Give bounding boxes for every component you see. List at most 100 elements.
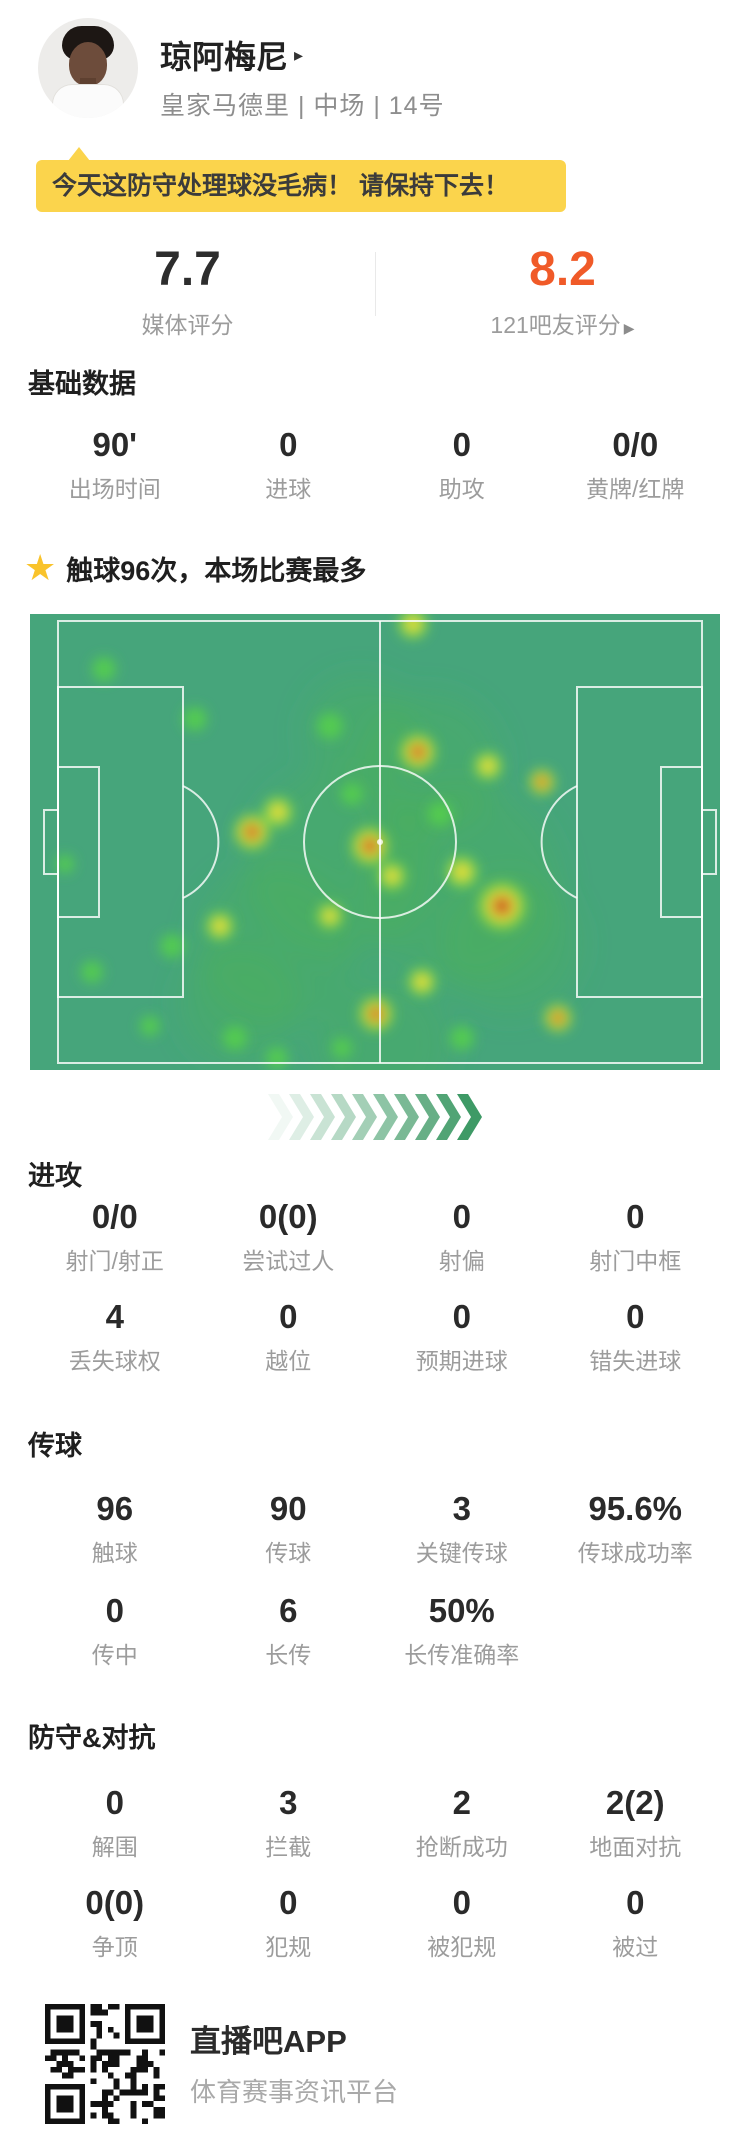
stat-label: 关键传球 [415,1540,508,1566]
stat-cell: 2(2) 地面对抗 [549,1782,723,1862]
stat-value: 6 [279,1592,298,1629]
stat-label: 助攻 [438,476,485,502]
stat-value: 2 [452,1784,471,1821]
fans-rating[interactable]: 8.2 121吧友评分 ▶ [375,242,750,340]
stat-label: 争顶 [91,1934,138,1960]
stat-value: 0 [105,1784,124,1821]
stat-label: 传球成功率 [577,1540,693,1566]
stat-label: 长传准确率 [404,1642,520,1668]
stat-value: 3 [279,1784,298,1821]
chevron-right-icon [415,1094,440,1140]
stat-cell: 0 犯规 [202,1882,376,1962]
stat-label: 地面对抗 [589,1834,682,1860]
chevron-right-icon [373,1094,398,1140]
stat-value: 0 [279,1884,298,1921]
stat-cell: 90' 出场时间 [28,424,202,504]
stat-cell: 0 错失进球 [549,1296,723,1376]
stat-cell: 0 越位 [202,1296,376,1376]
chevrons-separator [268,1094,482,1140]
passing-stats-row-1: 96 触球 90 传球 3 关键传球 95.6% 传球成功率 [28,1488,722,1568]
stat-label: 进球 [265,476,312,502]
stat-cell: 0 传中 [28,1590,202,1670]
stat-value: 96 [96,1490,134,1527]
stat-value: 0(0) [258,1198,318,1235]
chevron-right-icon [331,1094,356,1140]
player-avatar[interactable] [38,18,138,118]
stat-cell: 0 被犯规 [375,1882,549,1962]
stat-label: 拦截 [265,1834,312,1860]
chevron-right-icon [394,1094,419,1140]
app-description: 体育赛事资讯平台 [190,2077,399,2107]
stat-label: 越位 [265,1348,312,1374]
stat-label: 长传 [265,1642,312,1668]
stat-value: 95.6% [588,1490,683,1527]
media-rating: 7.7 媒体评分 [0,242,375,340]
defense-stats-row-1: 0 解围 3 拦截 2 抢断成功 2(2) 地面对抗 [28,1782,722,1862]
stat-value: 0 [452,1198,471,1235]
pitch-heatmap-svg [43,614,717,1070]
stat-label: 射门中框 [589,1248,682,1274]
stat-cell: 0(0) 争顶 [28,1882,202,1962]
pitch-lines [43,620,717,1064]
stat-cell: 0(0) 尝试过人 [202,1196,376,1276]
stat-cell: 0 射门中框 [549,1196,723,1276]
stat-cell: 0 助攻 [375,424,549,504]
stat-label: 丢失球权 [68,1348,161,1374]
stat-label: 被犯规 [427,1934,497,1960]
fans-rating-value: 8.2 [529,243,596,296]
stat-value: 90 [269,1490,307,1527]
passing-stats-row-2: 0 传中 6 长传 50% 长传准确率 [28,1590,722,1670]
section-title-basic: 基础数据 [28,369,136,399]
stat-label: 触球 [91,1540,138,1566]
chevron-right-icon [436,1094,461,1140]
star-icon: ★ [24,547,57,588]
stat-value: 0 [279,426,298,463]
stat-cell: 0 被过 [549,1882,723,1962]
player-name-text: 琼阿梅尼 [160,39,289,75]
defense-stats-row-2: 0(0) 争顶 0 犯规 0 被犯规 0 被过 [28,1882,722,1962]
banner-text: 今天这防守处理球没毛病！ 请保持下去！ [52,172,509,200]
stat-label: 传中 [91,1642,138,1668]
fans-rating-label[interactable]: 121吧友评分 ▶ [490,312,635,338]
banner-tail [68,147,90,161]
stat-value: 90' [92,426,138,463]
stat-value: 4 [105,1298,124,1335]
stat-cell: 0 解围 [28,1782,202,1862]
player-name[interactable]: 琼阿梅尼 ▸ [160,32,303,78]
chevron-right-icon: ▸ [294,44,304,65]
qr-code [45,2004,165,2124]
stat-label: 尝试过人 [242,1248,335,1274]
player-team-info: 皇家马德里 | 中场 | 14号 [160,92,445,120]
stat-value: 0/0 [91,1198,138,1235]
stat-value: 0 [279,1298,298,1335]
chevron-right-icon [457,1094,482,1140]
chevron-right-icon [268,1094,293,1140]
stat-cell: 3 拦截 [202,1782,376,1862]
section-title-defense: 防守&对抗 [28,1723,156,1753]
stat-label: 黄牌/红牌 [586,476,685,502]
stat-label: 解围 [91,1834,138,1860]
media-rating-value: 7.7 [154,243,221,296]
stat-value: 0 [626,1884,645,1921]
stat-value: 0 [452,1884,471,1921]
media-rating-label: 媒体评分 [141,312,234,338]
stat-cell: 90 传球 [202,1488,376,1568]
rating-divider [375,252,376,316]
chevron-right-icon [289,1094,314,1140]
stat-value: 3 [452,1490,471,1527]
stat-value: 0 [626,1198,645,1235]
avatar-jersey [52,84,124,118]
stat-label: 射偏 [438,1248,485,1274]
highlight-row: ★ 触球96次，本场比赛最多 [24,548,366,588]
stat-label: 预期进球 [415,1348,508,1374]
stat-value: 0 [452,1298,471,1335]
stat-cell: 50% 长传准确率 [375,1590,549,1670]
section-title-passing: 传球 [28,1431,82,1461]
basic-stats-row: 90' 出场时间 0 进球 0 助攻 0/0 黄牌/红牌 [28,424,722,504]
stat-label: 被过 [612,1934,659,1960]
stat-cell: 0/0 黄牌/红牌 [549,424,723,504]
stat-label: 犯规 [265,1934,312,1960]
stat-label: 抢断成功 [415,1834,508,1860]
touch-heatmap [30,614,720,1070]
